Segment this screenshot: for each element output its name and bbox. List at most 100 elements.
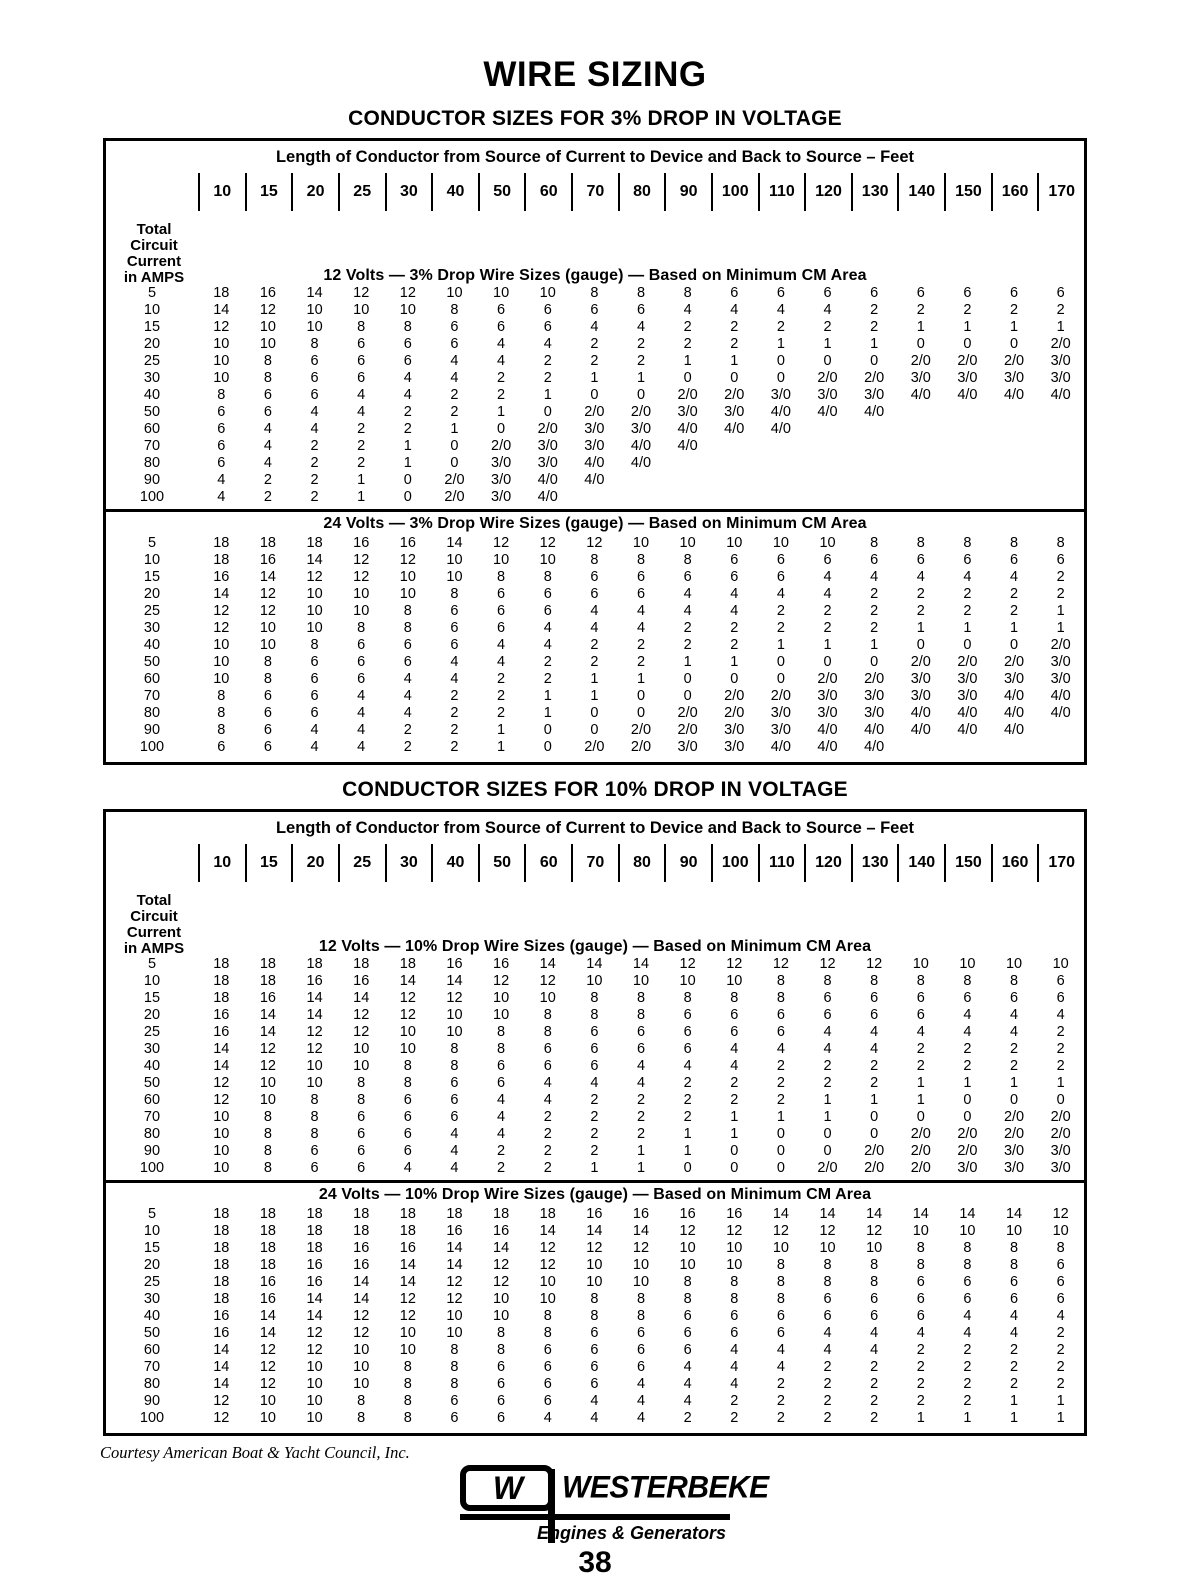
gauge-cell: 6 xyxy=(450,1410,459,1426)
gauge-cell: 6 xyxy=(357,353,366,369)
gauge-cell: 2/0 xyxy=(910,654,931,670)
column-header: 80 xyxy=(617,173,665,211)
gauge-cell: 0 xyxy=(776,671,785,687)
gauge-cell: 10 xyxy=(306,620,323,636)
gauge-cell: 1 xyxy=(1010,620,1019,636)
column-header: 100 xyxy=(710,844,758,882)
gauge-cell: 4 xyxy=(310,739,319,755)
gauge-cell: 6 xyxy=(823,285,832,301)
logo-monogram: W xyxy=(492,1469,523,1506)
gauge-cell: 2 xyxy=(683,336,692,352)
gauge-cell: 8 xyxy=(450,1342,459,1358)
gauge-cell: 6 xyxy=(403,654,412,670)
gauge-cell: 1 xyxy=(636,671,646,687)
gauge-cell: 1 xyxy=(823,1092,832,1108)
gauge-cell: 3/0 xyxy=(491,455,512,471)
gauge-cell: 0 xyxy=(590,387,599,403)
gauge-cell: 2 xyxy=(730,319,739,335)
gauge-cell: 10 xyxy=(446,1308,463,1324)
gauge-cell: 4 xyxy=(870,569,879,585)
gauge-cell: 4/0 xyxy=(910,387,931,403)
gauge-cell: 18 xyxy=(399,1206,416,1222)
gauge-cell: 18 xyxy=(213,285,230,301)
gauge-cell: 18 xyxy=(213,1291,230,1307)
gauge-cell: 4 xyxy=(963,1325,972,1341)
gauge-cell: 12 xyxy=(353,1325,370,1341)
gauge-cell: 4 xyxy=(263,421,272,437)
gauge-cell: 6 xyxy=(1056,973,1065,989)
gauge-cell: 6 xyxy=(1056,285,1065,301)
column-header: 15 xyxy=(244,173,292,211)
gauge-cell xyxy=(1037,438,1084,455)
gauge-cell: 4 xyxy=(636,603,646,619)
gauge-cell: 6 xyxy=(730,1308,739,1324)
column-header: 10 xyxy=(198,173,245,211)
gauge-cell: 8 xyxy=(263,654,272,670)
gauge-cell: 2/0 xyxy=(724,705,745,721)
gauge-cell: 4 xyxy=(1056,1007,1065,1023)
table-row: 30 12 10 10 8 8 6 6 4 4 4 2 2 2 2 2 1 1 1 1 xyxy=(106,620,1084,637)
gauge-cell: 8 xyxy=(403,319,412,335)
amps-value: 20 xyxy=(143,1007,161,1023)
gauge-cell: 4 xyxy=(776,1041,785,1057)
gauge-cell: 4/0 xyxy=(864,404,885,420)
gauge-cell: 6 xyxy=(636,1359,646,1375)
gauge-cell: 4/0 xyxy=(1003,722,1025,738)
gauge-cell: 0 xyxy=(730,671,739,687)
gauge-cell: 10 xyxy=(353,1041,370,1057)
gauge-cell: 1 xyxy=(823,637,832,653)
gauge-cell: 8 xyxy=(1010,1257,1019,1273)
gauge-cell: 2 xyxy=(497,370,506,386)
column-header: 170 xyxy=(1037,844,1084,882)
gauge-cell: 6 xyxy=(963,1274,972,1290)
gauge-cell: 6 xyxy=(683,1024,692,1040)
gauge-cell: 6 xyxy=(357,1126,366,1142)
gauge-cell: 12 xyxy=(866,1223,883,1239)
gauge-cell: 2 xyxy=(403,722,412,738)
gauge-cell: 2/0 xyxy=(537,421,558,437)
gauge-cell: 2/0 xyxy=(817,671,838,687)
gauge-cell: 8 xyxy=(403,1376,412,1392)
gauge-cell: 14 xyxy=(306,1007,323,1023)
gauge-cell: 12 xyxy=(399,552,416,568)
amps-value: 5 xyxy=(147,285,157,301)
gauge-cell: 10 xyxy=(539,1291,556,1307)
gauge-cell: 14 xyxy=(213,1041,230,1057)
gauge-cell: 2/0 xyxy=(817,370,838,386)
gauge-cell: 12 xyxy=(399,1007,416,1023)
gauge-cell: 6 xyxy=(823,990,832,1006)
gauge-cell: 12 xyxy=(632,1240,650,1256)
gauge-cell: 4 xyxy=(543,336,552,352)
gauge-cell: 1 xyxy=(1010,1393,1019,1409)
gauge-cell: 2/0 xyxy=(1050,637,1071,653)
gauge-cell: 14 xyxy=(772,1206,789,1222)
gauge-cell: 6 xyxy=(1056,1291,1065,1307)
gauge-cell: 1 xyxy=(450,421,459,437)
gauge-cell: 3/0 xyxy=(770,705,791,721)
gauge-cell: 8 xyxy=(450,586,459,602)
gauge-cell: 4 xyxy=(870,1342,879,1358)
gauge-cell: 12 xyxy=(353,1308,370,1324)
gauge-cell: 4 xyxy=(683,1058,692,1074)
amps-value: 20 xyxy=(143,586,161,602)
gauge-cell: 4/0 xyxy=(677,438,698,454)
amps-value: 30 xyxy=(143,1041,161,1057)
gauge-cell: 4 xyxy=(403,1160,412,1176)
gauge-cell: 4 xyxy=(776,1359,785,1375)
table-row: 5 18 18 18 16 16 14 12 12 12 10 10 10 10 10 8 8 8 8 8 xyxy=(106,535,1084,552)
gauge-cell: 10 xyxy=(632,535,650,551)
gauge-cell: 0 xyxy=(497,421,506,437)
column-header: 90 xyxy=(664,844,711,882)
gauge-cell: 2 xyxy=(497,1143,506,1159)
gauge-cell: 4/0 xyxy=(537,472,558,488)
gauge-cell: 2 xyxy=(1056,1376,1065,1392)
table-body: Total Circuit Current in AMPS 12 Volts — 10%… xyxy=(106,886,1084,1427)
gauge-cell: 8 xyxy=(963,1257,972,1273)
gauge-cell: 6 xyxy=(870,1007,879,1023)
gauge-cell: 6 xyxy=(1010,990,1019,1006)
gauge-cell: 2 xyxy=(963,1058,972,1074)
gauge-cell: 18 xyxy=(259,973,276,989)
gauge-cell: 2/0 xyxy=(677,722,698,738)
gauge-cell: 4 xyxy=(310,722,319,738)
gauge-cell: 8 xyxy=(730,990,739,1006)
